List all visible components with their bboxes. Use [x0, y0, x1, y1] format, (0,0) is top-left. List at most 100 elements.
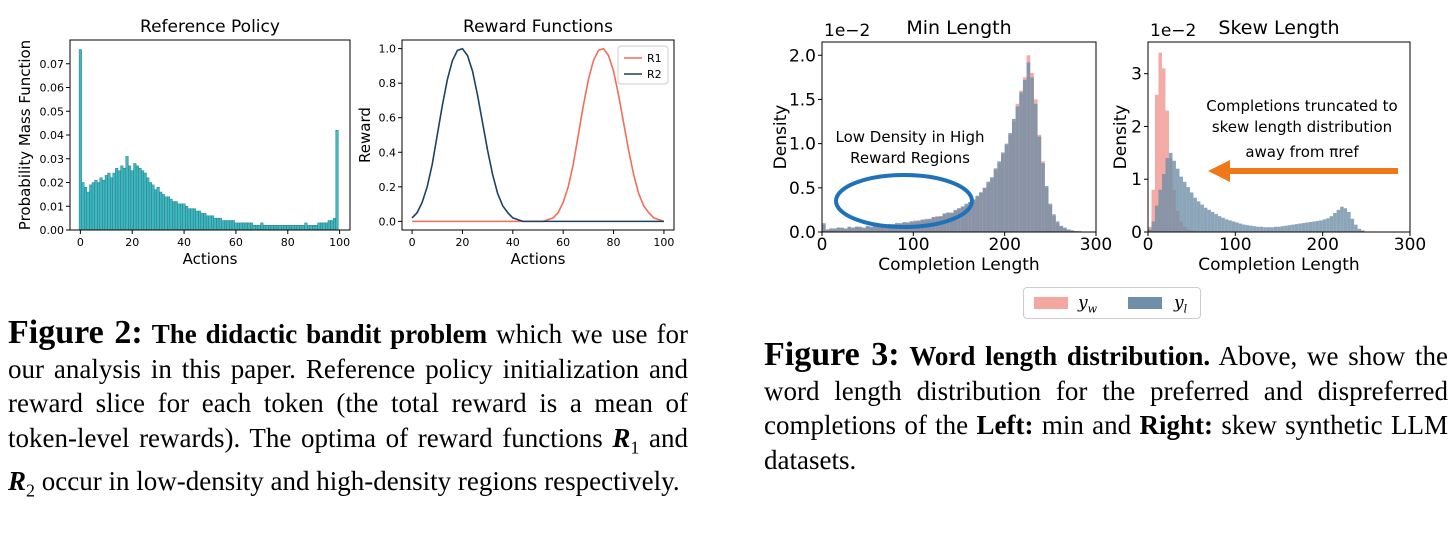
- pmf-bar: [169, 198, 173, 231]
- pmf-bar: [102, 179, 106, 231]
- hist-bar-y_l: [1041, 163, 1045, 232]
- hist-bar-y_l: [840, 227, 844, 232]
- truncation-arrow-head: [1208, 160, 1230, 182]
- hist-bar-y_l: [1179, 176, 1183, 232]
- pmf-bar: [319, 222, 323, 231]
- hist-bar-y_l: [1182, 181, 1187, 232]
- hist-bar-y_l: [1217, 216, 1222, 232]
- hist-bar-y_l: [1263, 227, 1267, 232]
- pmf-bar: [99, 177, 103, 231]
- hist-bar-y_l: [1259, 226, 1264, 232]
- hist-bar-y_l: [1030, 77, 1034, 232]
- hist-bar-y_l: [843, 228, 848, 232]
- pmf-bar: [200, 213, 204, 231]
- x-tick-label: 300: [1394, 235, 1426, 255]
- hist-bar-y_l: [1037, 136, 1042, 232]
- hist-bar-y_l: [1280, 226, 1285, 232]
- pmf-bar: [198, 210, 202, 231]
- hist-bar-y_l: [1291, 224, 1295, 232]
- x-tick-label: 200: [988, 235, 1020, 255]
- pmf-bar: [97, 182, 101, 231]
- hist-bar-y_l: [1059, 225, 1064, 232]
- pmf-bar: [281, 225, 285, 231]
- pmf-bar: [322, 222, 326, 231]
- hist-bar-y_l: [858, 226, 863, 232]
- hist-bar-y_l: [1224, 219, 1229, 232]
- pmf-bar: [239, 222, 243, 231]
- pmf-bar: [107, 172, 111, 231]
- reward-functions-chart: 0 20 40 60 80 100 0.0 0.2 0.4 0.6 0.8 1.0 Reward Fun…: [356, 0, 680, 270]
- x-axis-label: Actions: [511, 250, 566, 268]
- hist-bar-y_l: [851, 227, 855, 232]
- y-axis-label: Reward: [356, 107, 374, 163]
- hist-bar-y_l: [1319, 220, 1323, 232]
- hist-bar-y_l: [975, 195, 980, 232]
- y-tick-label: 0.0: [379, 215, 397, 228]
- hist-bar-y_l: [1252, 226, 1257, 232]
- pmf-bar: [141, 170, 145, 231]
- pmf-bar: [192, 208, 196, 231]
- hist-bar-y_l: [829, 228, 833, 232]
- hist-bar-y_l: [1196, 201, 1201, 232]
- hist-bar-y_l: [1015, 106, 1020, 232]
- hist-bar-y_l: [1210, 211, 1215, 232]
- reference-policy-svg: 0 20 40 60 80 100 0.00 0.01 0.02 0.03 0.04 0.05 0.06…: [16, 17, 351, 268]
- hist-bar-y_l: [1284, 225, 1288, 232]
- hist-bar-y_l: [832, 228, 837, 232]
- pmf-bar: [205, 215, 209, 231]
- pmf-bar: [164, 196, 168, 231]
- hist-bar-y_l: [1336, 209, 1341, 232]
- x-tick-label: 300: [1080, 235, 1112, 255]
- hist-bar-y_l: [1055, 221, 1060, 232]
- pmf-bar: [174, 201, 178, 231]
- y-tick-label: 1.0: [379, 43, 397, 56]
- pmf-bar: [307, 225, 311, 231]
- skew-length-svg: 0 100 200 300 0 1 2 3 Skew Length Completion Leng…: [1111, 17, 1426, 275]
- pmf-bar: [325, 222, 329, 231]
- y-tick-label: 0.04: [40, 129, 65, 142]
- hist-bar-y_l: [1193, 197, 1197, 232]
- pmf-bar: [260, 222, 264, 231]
- hist-bar-y_l: [862, 227, 866, 232]
- hist-bar-y_l: [953, 209, 958, 232]
- hist-bar-y_l: [1189, 192, 1194, 232]
- x-tick-label: 20: [125, 236, 139, 249]
- pmf-bar: [288, 225, 292, 231]
- pmf-bar: [112, 172, 116, 231]
- y-tick-label: 2: [1131, 117, 1142, 137]
- pmf-bar: [332, 217, 336, 231]
- hist-bar-y_l: [949, 212, 954, 232]
- hist-bar-y_w: [1158, 52, 1162, 232]
- pmf-bar: [278, 225, 282, 231]
- pmf-bar: [286, 225, 290, 231]
- y-tick-label: 1.5: [789, 90, 816, 110]
- pmf-bar: [133, 163, 137, 231]
- hist-bar-y_l: [1033, 103, 1038, 232]
- chart-title: Reward Functions: [463, 17, 613, 37]
- hist-bar-y_l: [971, 199, 976, 232]
- hist-bar-y_l: [1151, 221, 1155, 232]
- x-tick-label: 80: [281, 236, 295, 249]
- y-axis-label: Density: [1111, 105, 1131, 170]
- hist-bar-y_l: [1242, 224, 1246, 232]
- x-tick-label: 40: [506, 236, 520, 249]
- hist-bar-y_l: [1235, 222, 1239, 232]
- annotation-line2: Reward Regions: [850, 149, 970, 167]
- hist-bar-y_l: [1063, 227, 1067, 232]
- pmf-bar: [213, 217, 217, 231]
- pmf-bar: [270, 225, 274, 231]
- hist-bar-y_l: [1298, 223, 1302, 232]
- pmf-bar: [94, 179, 98, 231]
- plot-frame: [401, 39, 675, 231]
- pmf-bar: [309, 225, 313, 231]
- pmf-bar: [255, 225, 259, 231]
- pmf-bar: [161, 194, 165, 231]
- hist-bar-y_l: [957, 208, 961, 232]
- hist-bar-y_l: [876, 225, 881, 232]
- pmf-bar: [156, 187, 160, 231]
- hist-bar-y_l: [1256, 226, 1260, 232]
- pmf-bar: [177, 203, 181, 231]
- hist-bar-y_l: [1214, 214, 1218, 232]
- figure3-legend: yw yl: [1023, 287, 1201, 319]
- pmf-bar: [312, 225, 316, 231]
